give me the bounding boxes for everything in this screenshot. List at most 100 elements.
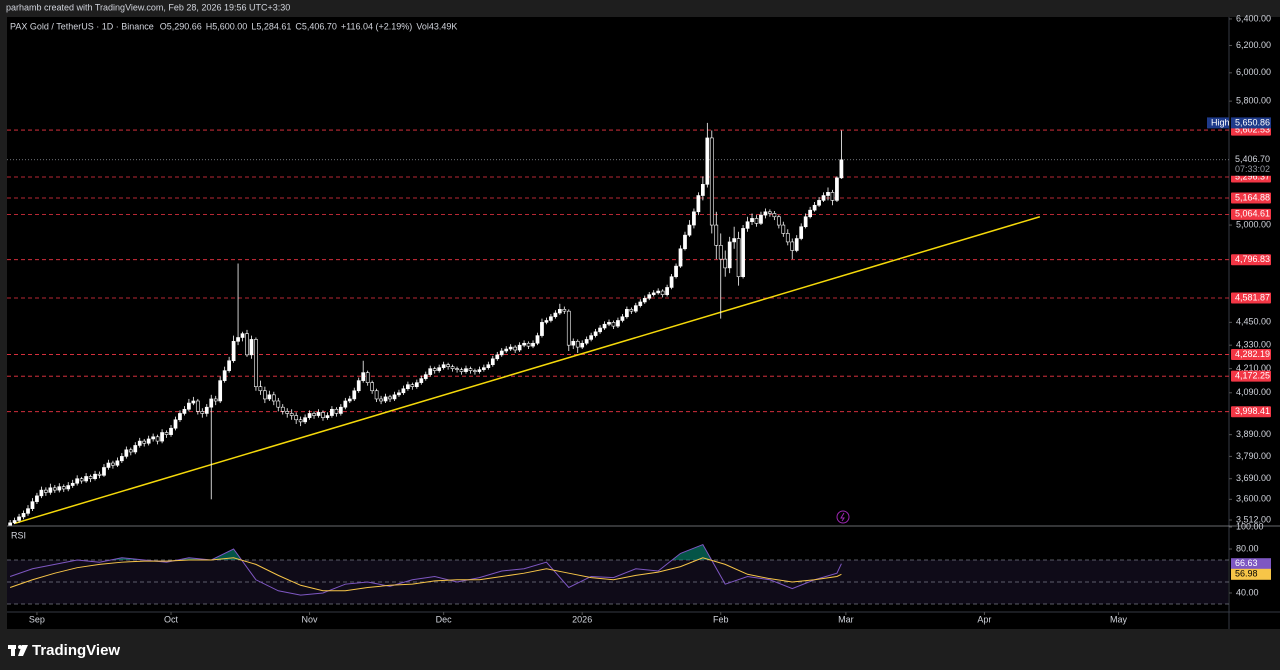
candle-body bbox=[598, 327, 602, 333]
candle-body bbox=[303, 417, 307, 423]
candle-body bbox=[133, 445, 138, 453]
candle-body bbox=[459, 369, 464, 372]
candle-body bbox=[61, 486, 66, 490]
candle-body bbox=[468, 368, 473, 371]
candle-body bbox=[656, 290, 661, 294]
y-tick-label: 6,400.00 bbox=[1236, 13, 1271, 23]
candle-body bbox=[236, 337, 240, 342]
candle-body bbox=[477, 369, 482, 372]
y-tick-label: 4,090.00 bbox=[1236, 387, 1271, 397]
candle-body bbox=[249, 339, 254, 356]
last-price-box bbox=[1231, 153, 1271, 176]
candle-body bbox=[204, 406, 209, 414]
candle-body bbox=[633, 305, 638, 312]
candle-body bbox=[173, 419, 178, 429]
candle-body bbox=[754, 218, 759, 224]
candle-body bbox=[544, 320, 549, 323]
level-label: 4,172.25 bbox=[1235, 371, 1270, 381]
candle-body bbox=[557, 309, 562, 314]
candle-body bbox=[839, 159, 844, 179]
candle-body bbox=[17, 516, 21, 521]
candle-body bbox=[808, 209, 812, 218]
candle-body bbox=[504, 348, 509, 352]
level-label: 3,998.41 bbox=[1235, 406, 1270, 416]
y-tick-label: 5,000.00 bbox=[1236, 219, 1271, 229]
candle-body bbox=[347, 398, 352, 402]
y-tick-label: 4,450.00 bbox=[1236, 317, 1271, 327]
candle-body bbox=[93, 473, 97, 480]
logo: TradingView bbox=[32, 642, 120, 659]
candle-body bbox=[155, 436, 160, 442]
candle-body bbox=[562, 309, 567, 312]
candle-body bbox=[727, 241, 732, 269]
candle-body bbox=[763, 211, 768, 216]
candle-body bbox=[307, 413, 312, 418]
candle-body bbox=[397, 392, 401, 396]
candle-body bbox=[35, 495, 39, 502]
x-tick-label: Apr bbox=[977, 614, 991, 624]
candle-body bbox=[57, 486, 62, 491]
candle-body bbox=[683, 234, 687, 250]
candle-body bbox=[128, 449, 133, 453]
candle-body bbox=[566, 310, 571, 346]
candle-body bbox=[776, 216, 781, 226]
high-name: High bbox=[1211, 117, 1230, 127]
level-label: 5,064.61 bbox=[1235, 209, 1270, 219]
candle-body bbox=[450, 366, 455, 369]
candle-body bbox=[119, 456, 124, 462]
candle-body bbox=[423, 374, 428, 379]
candle-body bbox=[356, 380, 361, 392]
candle-body bbox=[124, 449, 129, 457]
candle-body bbox=[687, 224, 692, 236]
caption: parhamb created with TradingView.com, Fe… bbox=[6, 2, 290, 12]
y-tick-label: 3,890.00 bbox=[1236, 429, 1271, 439]
level-label: 4,282.19 bbox=[1235, 349, 1270, 359]
x-tick-label: Dec bbox=[436, 614, 453, 624]
candle-body bbox=[352, 390, 357, 400]
candle-body bbox=[607, 322, 611, 325]
candle-body bbox=[115, 460, 120, 466]
candle-body bbox=[392, 394, 397, 400]
candle-body bbox=[406, 384, 410, 390]
candle-body bbox=[584, 339, 589, 344]
x-tick-label: Mar bbox=[838, 614, 854, 624]
candle-body bbox=[665, 287, 669, 295]
candle-body bbox=[285, 411, 290, 414]
candle-body bbox=[97, 473, 102, 476]
candle-body bbox=[540, 322, 544, 336]
candle-body bbox=[669, 276, 674, 288]
candle-body bbox=[213, 398, 218, 402]
candle-body bbox=[146, 438, 151, 444]
candle-body bbox=[218, 380, 223, 402]
rsi-value-label: 56.98 bbox=[1235, 569, 1258, 579]
candle-body bbox=[593, 331, 598, 336]
candle-body bbox=[70, 482, 75, 486]
candle-body bbox=[195, 400, 200, 412]
candle-body bbox=[589, 335, 593, 340]
candle-body bbox=[821, 195, 826, 201]
candle-body bbox=[531, 342, 535, 347]
candle-body bbox=[499, 350, 504, 356]
candle-body bbox=[84, 476, 88, 482]
candle-body bbox=[638, 301, 643, 306]
level-label: 5,164.88 bbox=[1235, 192, 1270, 202]
candle-body bbox=[446, 364, 450, 367]
candle-body bbox=[486, 364, 491, 368]
candle-body bbox=[388, 396, 392, 400]
lightning-icon bbox=[836, 510, 850, 524]
candle-body bbox=[8, 522, 12, 526]
candle-body bbox=[705, 137, 710, 185]
level-label-box bbox=[1231, 348, 1271, 360]
level-label-box bbox=[1231, 370, 1271, 382]
candle-body bbox=[374, 390, 379, 400]
candle-body bbox=[794, 238, 799, 251]
candle-body bbox=[280, 406, 285, 412]
candle-body bbox=[334, 408, 339, 414]
high-value-box bbox=[1231, 117, 1271, 129]
rsi-line bbox=[9, 557, 842, 592]
level-label-box bbox=[1231, 192, 1271, 204]
candle-body bbox=[240, 333, 245, 338]
candle-body bbox=[164, 432, 169, 435]
candle-body bbox=[750, 218, 754, 223]
candle-body bbox=[222, 370, 227, 381]
